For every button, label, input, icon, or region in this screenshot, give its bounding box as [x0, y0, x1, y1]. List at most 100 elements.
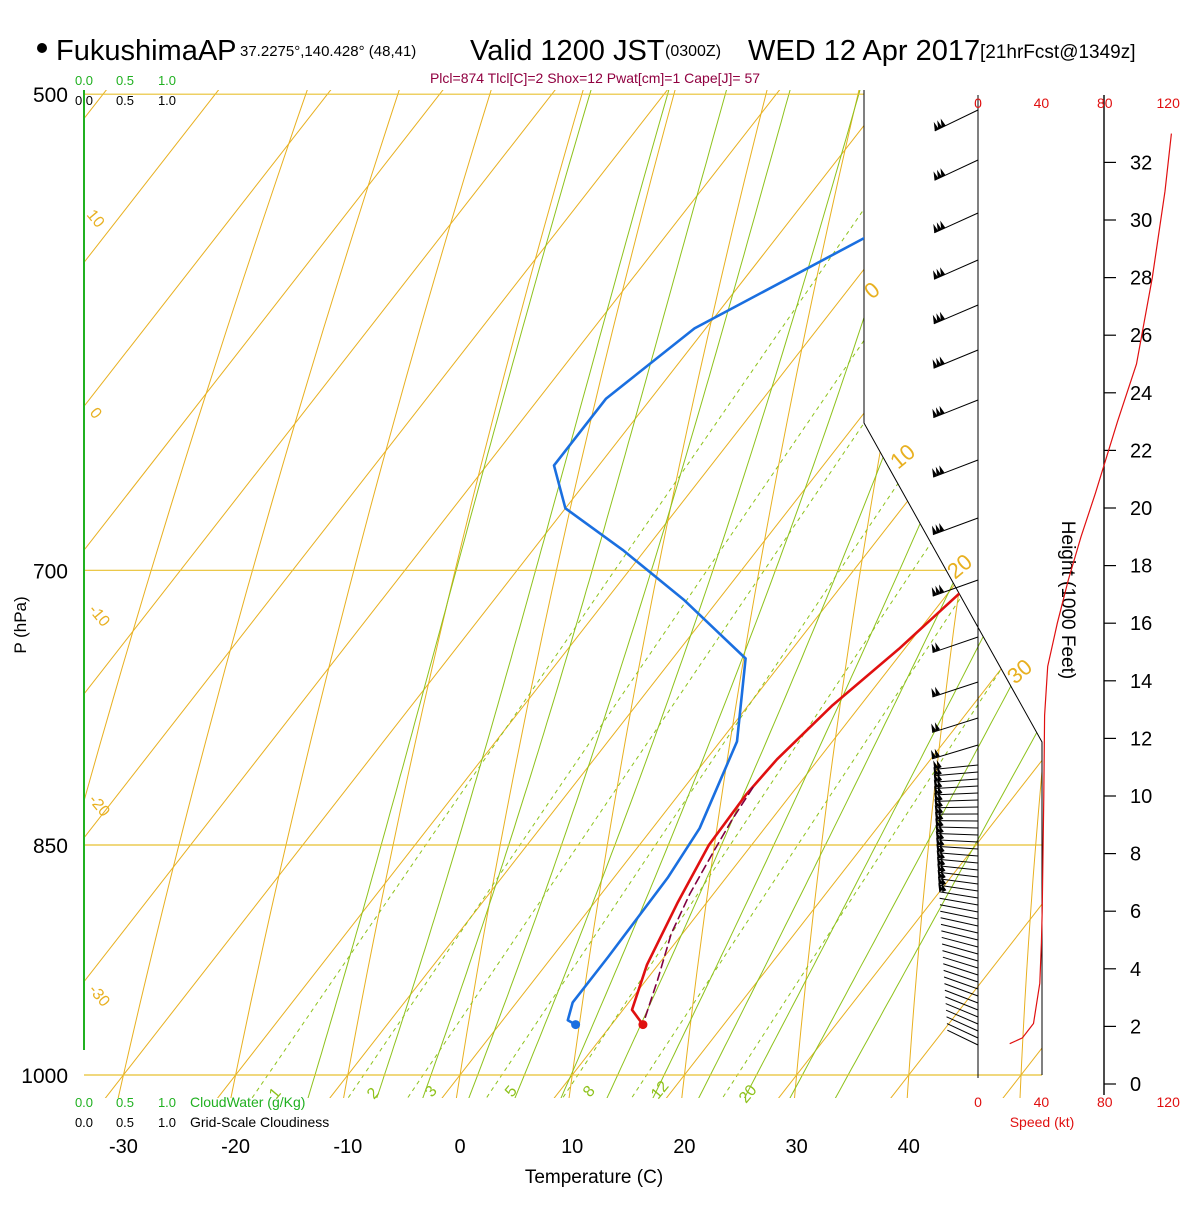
x-axis-title: Temperature (C) [525, 1167, 663, 1188]
height-tick-label: 6 [1130, 901, 1141, 923]
wind-barb [933, 766, 978, 775]
wind-barb [932, 400, 978, 418]
isotherm-label-8: 20 [942, 549, 977, 584]
wind-barb [943, 964, 978, 975]
wind-barb [946, 1010, 978, 1024]
wind-barb-staff [932, 718, 978, 732]
isotherm-line [0, 0, 756, 1144]
moist-adiabat-line [586, 0, 1200, 1144]
wind-barb [941, 918, 978, 926]
valid-time: Valid 1200 JST [470, 35, 665, 67]
wind-barb [931, 745, 978, 759]
wind-barb [935, 818, 978, 828]
wind-barb-staff [936, 827, 978, 828]
diagram-grid [0, 0, 1200, 1144]
valid-date: WED 12 Apr 2017 [748, 35, 980, 67]
isotherm-line [0, 0, 868, 1144]
speed-label: Speed (kt) [1010, 1114, 1075, 1130]
mixing-ratio-line [532, 0, 1200, 1144]
cloud-scale-label-bottom-2: 1.0 [158, 1095, 176, 1110]
isotherm-line [0, 0, 1200, 1144]
height-tick-label: 10 [1130, 786, 1152, 808]
speed-tick-label-bottom: 40 [1034, 1094, 1050, 1110]
wind-barb [934, 160, 978, 180]
moist-adiabat-line [451, 0, 1081, 1144]
height-tick-label: 18 [1130, 556, 1152, 578]
grid-clipped [0, 0, 1200, 1144]
dry-adiabat-line [222, 0, 836, 1144]
isotherm-label-1: 10 [83, 207, 108, 232]
speed-tick-label-bottom: 120 [1157, 1094, 1181, 1110]
grid-scale-label-bottom-1: 0.5 [116, 1115, 134, 1130]
mixing-ratio-label-7: 20 [736, 1082, 761, 1107]
isotherm-label-6: 0 [859, 277, 884, 304]
wind-barb [932, 580, 978, 596]
wind-barb-staff [933, 637, 978, 653]
wind-barb [932, 637, 978, 653]
cloud-scale-label-bottom-0: 0.0 [75, 1095, 93, 1110]
wind-barb-staff [936, 807, 978, 808]
isotherm-line [0, 0, 1200, 1144]
isotherm-line [0, 0, 1200, 1144]
height-tick-label: 4 [1130, 959, 1141, 981]
wind-barb [934, 110, 978, 131]
pressure-tick-label: 500 [33, 84, 68, 107]
isotherm-line [0, 0, 1200, 1144]
cloud-scale-label-top-1: 0.5 [116, 73, 134, 88]
station-coords: 37.2275°,140.428° (48,41) [240, 43, 416, 60]
wind-barb [933, 305, 978, 324]
dry-adiabat-line [1018, 0, 1200, 1144]
isotherm-label-5: -30 [85, 982, 113, 1011]
wind-barb-staff [937, 833, 978, 835]
height-axis-title: Height (1000 Feet) [1057, 521, 1078, 679]
wind-barb-staff [946, 1010, 978, 1024]
wind-barb [947, 1017, 978, 1031]
wind-barb-staff [943, 957, 978, 968]
cloud-scale-label-top-0: 0.0 [75, 73, 93, 88]
isotherm-line [182, 0, 1200, 1144]
wind-barb-staff [940, 905, 978, 912]
temperature-tick-label: -30 [109, 1136, 138, 1158]
isotherm-label-7: 10 [885, 439, 920, 474]
temperature-tick-label: 40 [898, 1136, 920, 1158]
dry-adiabat-line [335, 0, 911, 1144]
speed-tick-label-top: 0 [974, 95, 982, 111]
grid-scale-label-bottom-2: 1.0 [158, 1115, 176, 1130]
pressure-tick-label: 700 [33, 560, 68, 583]
wind-barb [944, 970, 978, 982]
wind-barb [933, 213, 978, 233]
wind-barb [944, 977, 978, 989]
temperature-tick-label: 0 [454, 1136, 465, 1158]
y-axis-title: P (hPa) [11, 596, 30, 653]
wind-barb [946, 1004, 978, 1017]
wind-barb-staff [932, 682, 978, 697]
moist-adiabat-line [294, 0, 771, 1144]
wind-barb-staff [947, 1030, 978, 1045]
wind-barb-staff [941, 918, 978, 926]
wind-barb-staff [944, 977, 978, 989]
wind-barb-staff [937, 853, 978, 856]
wind-barb-staff [935, 793, 978, 795]
parcel-path-line [645, 786, 754, 1018]
stability-indices: Plcl=874 Tlcl[C]=2 Shox=12 Pwat[cm]=1 Ca… [430, 70, 760, 86]
station-name: FukushimaAP [56, 35, 237, 67]
temperature-line [632, 0, 1200, 1025]
speed-tick-label-bottom: 0 [974, 1094, 982, 1110]
wind-barb [935, 812, 978, 821]
wind-barb-staff [944, 984, 978, 996]
speed-tick-label-bottom: 80 [1097, 1094, 1113, 1110]
wind-barb [936, 831, 978, 842]
surface-temperature-dot [638, 1020, 647, 1029]
wind-barb [940, 911, 978, 919]
wind-barb [932, 518, 978, 535]
height-tick-label: 8 [1130, 844, 1141, 866]
dry-adiabat-line [0, 0, 685, 1144]
temperature-tick-label: 30 [785, 1136, 807, 1158]
wind-barb-staff [939, 892, 978, 898]
height-tick-label: 16 [1130, 613, 1152, 635]
wind-barb-staff [940, 911, 978, 919]
dry-adiabat-line [108, 0, 761, 1144]
